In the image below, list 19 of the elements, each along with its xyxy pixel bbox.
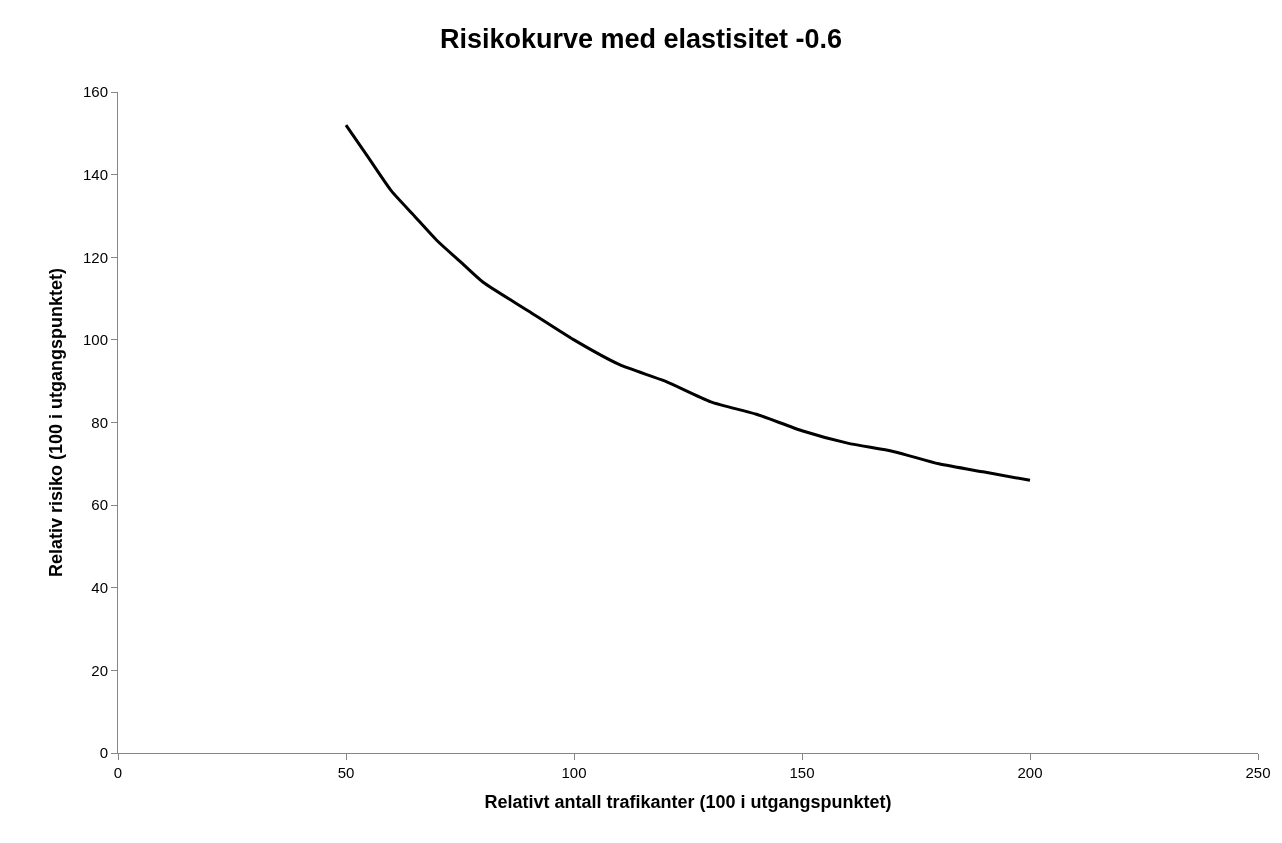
y-tick-label: 80 [91,413,108,431]
x-tick-label: 0 [113,764,123,781]
x-tick-label: 250 [1245,764,1271,781]
y-tick-label: 100 [82,331,108,349]
y-axis-title: Relativ risiko (100 i utgangspunktet) [46,267,67,578]
x-axis-title: Relativt antall trafikanter (100 i utgangspunktet) [484,792,892,813]
x-tick-label: 150 [789,764,815,781]
y-tick-label: 20 [91,661,108,679]
x-tick-label: 50 [337,764,355,781]
chart-title: Risikokurve med elastisitet -0.6 [439,24,843,55]
y-tick-label: 120 [82,248,108,266]
line-series [344,123,1032,482]
y-tick-label: 60 [91,496,108,514]
y-tick-label: 40 [91,579,108,596]
x-tick-label: 100 [561,764,587,781]
y-tick-label: 140 [82,165,108,183]
x-tick-label: 200 [1017,764,1043,781]
y-tick-label: 0 [99,744,108,762]
y-tick-label: 160 [82,83,108,101]
